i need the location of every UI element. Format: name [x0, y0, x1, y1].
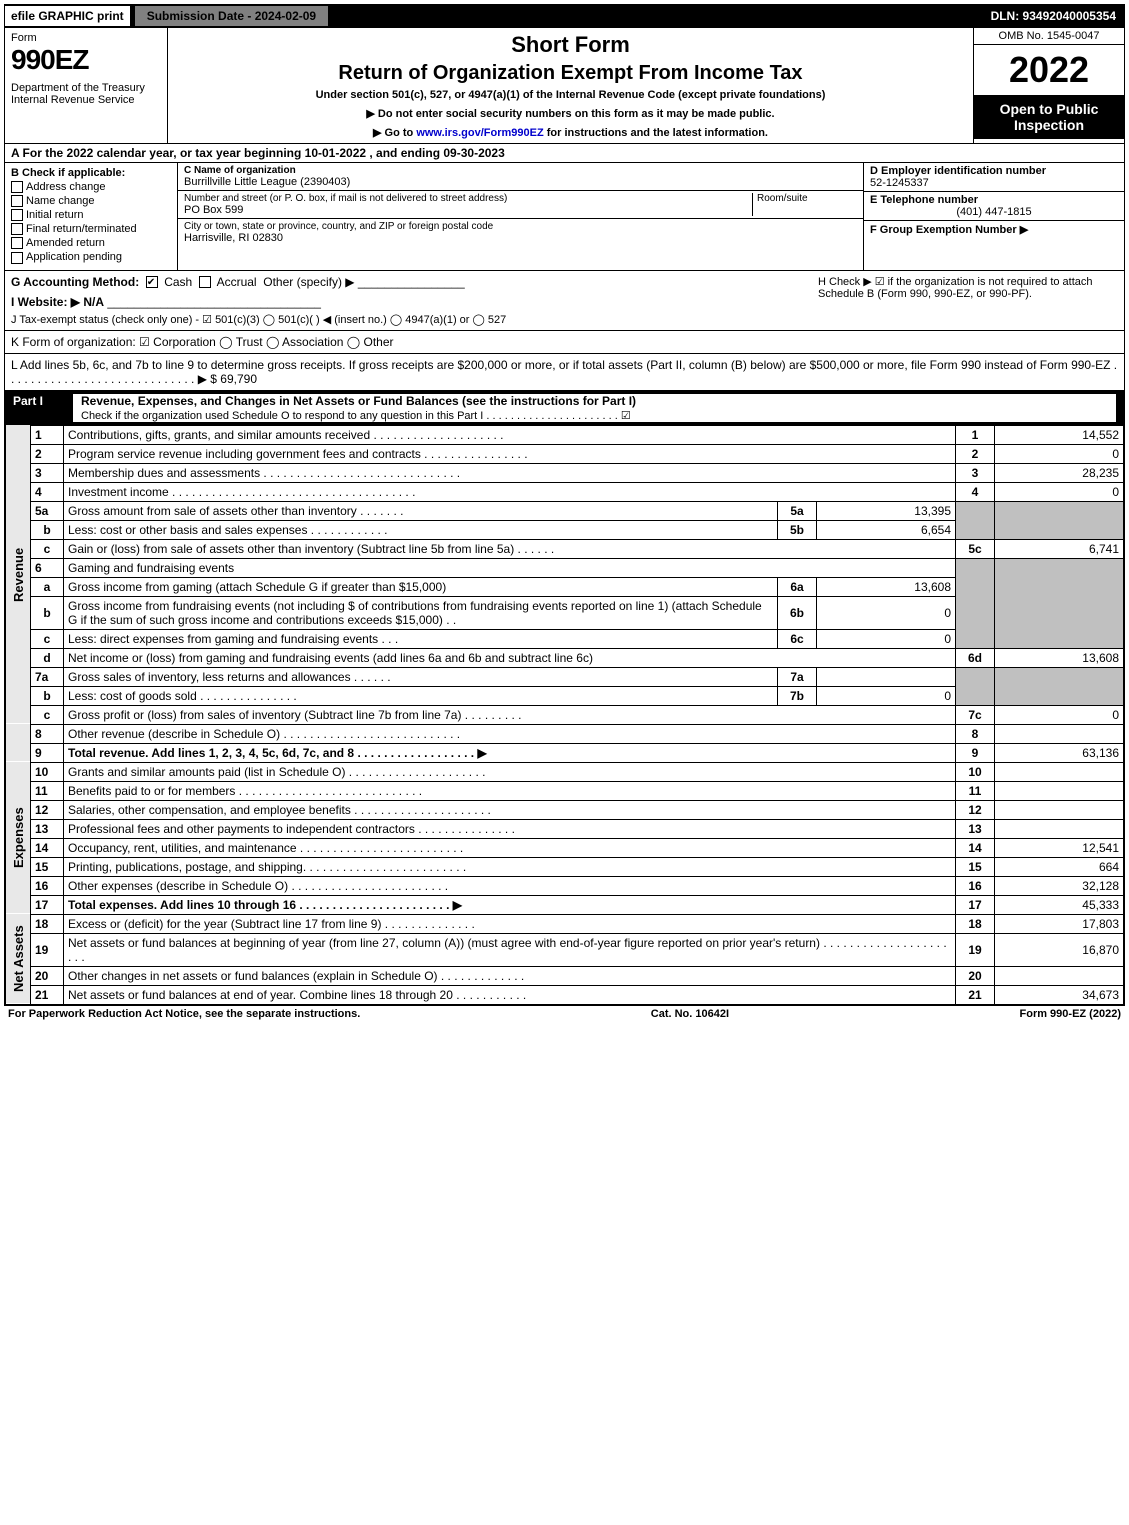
line16-val: 32,128: [995, 876, 1124, 895]
line-k: K Form of organization: ☑ Corporation ◯ …: [4, 331, 1125, 354]
line9-val: 63,136: [995, 743, 1124, 762]
dept-label: Department of the Treasury: [11, 82, 161, 94]
tax-year: 2022: [974, 45, 1124, 95]
org-name: Burrillville Little League (2390403): [184, 176, 857, 188]
line21-val: 34,673: [995, 985, 1124, 1004]
line5a-val: 13,395: [817, 501, 956, 520]
goto-link[interactable]: ▶ Go to www.irs.gov/Form990EZ for instru…: [176, 126, 965, 139]
top-bar: efile GRAPHIC print Submission Date - 20…: [4, 4, 1125, 28]
footer-left: For Paperwork Reduction Act Notice, see …: [8, 1008, 360, 1020]
form-header: Form 990EZ Department of the Treasury In…: [4, 28, 1125, 144]
revenue-side-label: Revenue: [6, 425, 31, 724]
room-label: Room/suite: [752, 193, 857, 216]
short-form-title: Short Form: [176, 32, 965, 58]
line6d-val: 13,608: [995, 648, 1124, 667]
chk-amended[interactable]: Amended return: [11, 237, 171, 249]
line2-val: 0: [995, 444, 1124, 463]
section-de: D Employer identification number 52-1245…: [863, 163, 1124, 270]
line-i: I Website: ▶ N/A: [11, 295, 104, 309]
line17-val: 45,333: [995, 895, 1124, 914]
city-label: City or town, state or province, country…: [184, 221, 857, 232]
irs-label: Internal Revenue Service: [11, 94, 161, 106]
line6b-val: 0: [817, 596, 956, 629]
line7b-val: 0: [817, 686, 956, 705]
header-mid: Short Form Return of Organization Exempt…: [168, 28, 973, 143]
line10-val: [995, 762, 1124, 781]
ein-val: 52-1245337: [870, 177, 1118, 189]
section-c: C Name of organization Burrillville Litt…: [178, 163, 863, 270]
f-label: F Group Exemption Number ▶: [870, 223, 1118, 236]
street-label: Number and street (or P. O. box, if mail…: [184, 193, 752, 204]
chk-pending[interactable]: Application pending: [11, 251, 171, 263]
chk-cash[interactable]: [146, 276, 158, 288]
chk-name[interactable]: Name change: [11, 195, 171, 207]
line5b-val: 6,654: [817, 520, 956, 539]
header-right: OMB No. 1545-0047 2022 Open to Public In…: [973, 28, 1124, 143]
header-left: Form 990EZ Department of the Treasury In…: [5, 28, 168, 143]
chk-address[interactable]: Address change: [11, 181, 171, 193]
line14-val: 12,541: [995, 838, 1124, 857]
page-footer: For Paperwork Reduction Act Notice, see …: [4, 1006, 1125, 1022]
part1-container: Part I Revenue, Expenses, and Changes in…: [4, 391, 1125, 1006]
line18-val: 17,803: [995, 914, 1124, 933]
line6c-val: 0: [817, 629, 956, 648]
part1-header: Part I Revenue, Expenses, and Changes in…: [5, 391, 1124, 425]
street-val: PO Box 599: [184, 204, 752, 216]
g-label: G Accounting Method:: [11, 275, 139, 289]
line-j: J Tax-exempt status (check only one) - ☑…: [11, 313, 818, 326]
line-a: A For the 2022 calendar year, or tax yea…: [4, 144, 1125, 163]
chk-initial[interactable]: Initial return: [11, 209, 171, 221]
section-b: B Check if applicable: Address change Na…: [5, 163, 178, 270]
under-section: Under section 501(c), 527, or 4947(a)(1)…: [176, 89, 965, 101]
part1-title: Revenue, Expenses, and Changes in Net As…: [81, 394, 636, 408]
line7c-val: 0: [995, 705, 1124, 724]
section-h: H Check ▶ ☑ if the organization is not r…: [818, 275, 1118, 326]
gross-receipts: $ 69,790: [210, 372, 257, 386]
line8-val: [995, 724, 1124, 743]
c-name-label: C Name of organization: [184, 165, 857, 176]
no-ssn-note: ▶ Do not enter social security numbers o…: [176, 107, 965, 120]
part1-num: Part I: [13, 394, 73, 422]
d-label: D Employer identification number: [870, 165, 1118, 177]
chk-final[interactable]: Final return/terminated: [11, 223, 171, 235]
line7a-val: [817, 667, 956, 686]
line1-val: 14,552: [995, 425, 1124, 444]
line4-val: 0: [995, 482, 1124, 501]
part1-check: Check if the organization used Schedule …: [81, 410, 631, 422]
open-public: Open to Public Inspection: [974, 95, 1124, 139]
line-l: L Add lines 5b, 6c, and 7b to line 9 to …: [4, 354, 1125, 391]
b-label: B Check if applicable:: [11, 167, 171, 179]
line3-val: 28,235: [995, 463, 1124, 482]
submission-date: Submission Date - 2024-02-09: [134, 5, 329, 27]
line6a-val: 13,608: [817, 577, 956, 596]
efile-label: efile GRAPHIC print: [5, 6, 130, 26]
city-val: Harrisville, RI 02830: [184, 232, 857, 244]
netassets-side-label: Net Assets: [6, 914, 31, 1004]
footer-mid: Cat. No. 10642I: [651, 1008, 729, 1020]
phone-val: (401) 447-1815: [870, 206, 1118, 218]
line20-val: [995, 966, 1124, 985]
footer-right: Form 990-EZ (2022): [1020, 1008, 1121, 1020]
line13-val: [995, 819, 1124, 838]
return-title: Return of Organization Exempt From Incom…: [176, 62, 965, 85]
form-number: 990EZ: [11, 44, 161, 76]
line12-val: [995, 800, 1124, 819]
section-bcd: B Check if applicable: Address change Na…: [4, 163, 1125, 271]
revenue-table: Revenue 1 Contributions, gifts, grants, …: [5, 425, 1124, 1005]
irs-link[interactable]: www.irs.gov/Form990EZ: [416, 127, 543, 139]
omb-number: OMB No. 1545-0047: [974, 28, 1124, 45]
line5c-val: 6,741: [995, 539, 1124, 558]
line11-val: [995, 781, 1124, 800]
chk-accrual[interactable]: [199, 276, 211, 288]
form-label: Form: [11, 32, 161, 44]
expenses-side-label: Expenses: [6, 762, 31, 914]
line15-val: 664: [995, 857, 1124, 876]
dln-label: DLN: 93492040005354: [983, 6, 1124, 26]
e-label: E Telephone number: [870, 194, 1118, 206]
section-g: G Accounting Method: Cash Accrual Other …: [4, 271, 1125, 331]
line19-val: 16,870: [995, 933, 1124, 966]
